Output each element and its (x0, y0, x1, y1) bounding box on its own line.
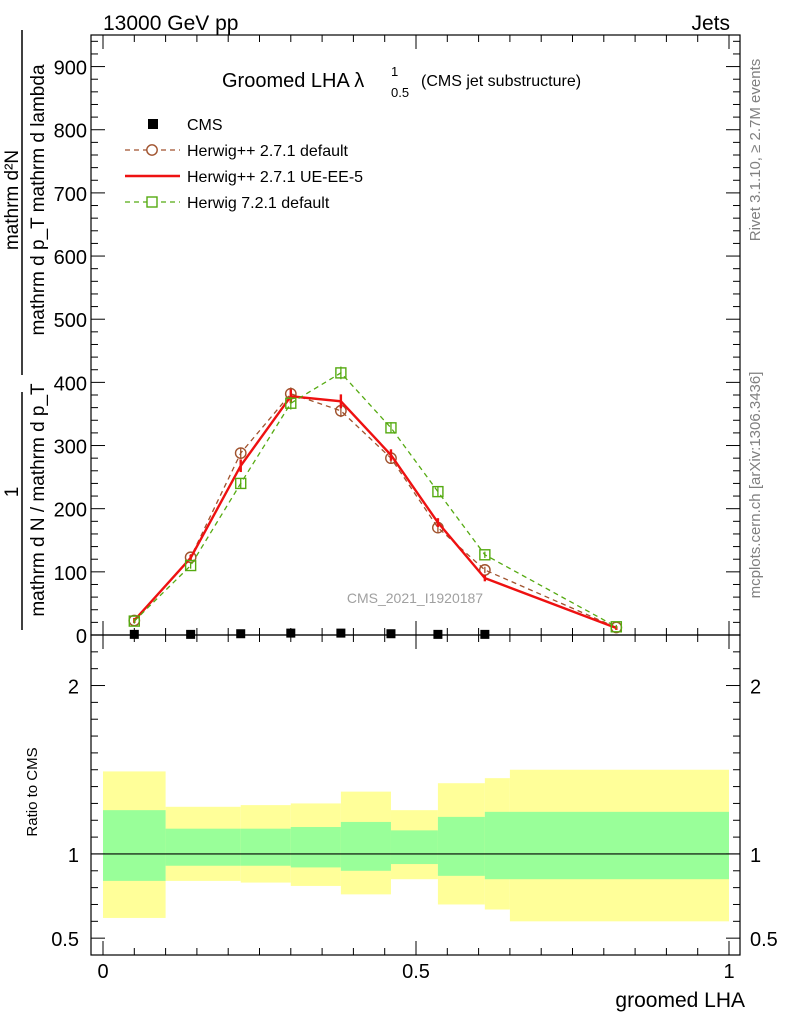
series-herwig-7-2-1-default (128, 366, 623, 633)
y-tick-label: 200 (54, 500, 87, 522)
y-tick-label: 600 (54, 247, 87, 269)
cms-data-point (336, 628, 346, 638)
x-axis-label: groomed LHA (615, 989, 745, 1012)
ratio-y-tick-label: 2 (68, 677, 79, 699)
legend-label: Herwig++ 2.7.1 UE-EE-5 (187, 169, 363, 186)
ylabel-numerator: mathrm d²N (2, 150, 23, 250)
series-line (133, 392, 617, 629)
x-tick-label: 0 (97, 961, 108, 983)
cms-data-point (186, 629, 196, 639)
inner-band-bin (340, 821, 391, 871)
y-tick-label: 400 (54, 373, 87, 395)
series-herwig-2-7-1-ue-ee-5 (133, 389, 618, 630)
square-marker (335, 367, 347, 379)
series-line (133, 372, 617, 628)
inner-band-bin (484, 811, 729, 880)
square-marker (479, 549, 491, 561)
cms-data-point (286, 628, 296, 638)
y-tick-label: 100 (54, 563, 87, 585)
inner-band-bin (290, 827, 341, 868)
inner-band-bin (103, 810, 166, 881)
ratio-y-label: Ratio to CMS (24, 747, 41, 836)
legend-label: Herwig++ 2.7.1 default (187, 143, 349, 160)
square-marker (285, 397, 297, 409)
square-marker (432, 485, 444, 498)
legend-item: Herwig 7.2.1 default (125, 195, 330, 212)
inner-band-bin (240, 828, 291, 866)
legend-marker (146, 196, 158, 208)
legend-marker (146, 144, 158, 156)
header-energy-label: 13000 GeV pp (103, 12, 238, 35)
y-tick-label: 900 (54, 58, 87, 80)
y-tick-label: 0 (76, 626, 87, 648)
legend-item: Herwig++ 2.7.1 default (125, 143, 349, 160)
cms-data-point (236, 629, 246, 639)
x-tick-label: 0.5 (402, 961, 430, 983)
title-superscript: 1 (391, 64, 398, 79)
header-jets-label: Jets (691, 12, 730, 35)
legend-item: CMS (148, 117, 223, 134)
legend-label: CMS (187, 117, 223, 134)
legend-item: Herwig++ 2.7.1 UE-EE-5 (125, 169, 363, 186)
square-marker (610, 621, 623, 633)
cms-data-point (386, 629, 396, 639)
square-marker (184, 559, 197, 572)
square-marker (385, 422, 397, 434)
legend-marker (148, 119, 158, 129)
ylabel-prefix-numerator: 1 (2, 487, 23, 498)
inner-band-bin (165, 828, 241, 866)
main-title: Groomed LHA λ 1 0.5 (CMS jet substructur… (222, 64, 581, 100)
inner-band-bin (390, 830, 438, 865)
rivet-version-label: Rivet 3.1.10, ≥ 2.7M events (747, 59, 764, 242)
y-tick-label: 300 (54, 437, 87, 459)
ratio-y-tick-label-right: 0.5 (750, 929, 778, 951)
circle-marker (234, 447, 247, 460)
title-subscript: 0.5 (391, 85, 409, 100)
ratio-panel: 0.5 0.5 1 1 2 2 0 0.5 1 (51, 634, 778, 983)
mcplots-label: mcplots.cern.ch [arXiv:1306.3436] (747, 372, 764, 599)
ylabel-denominator: mathrm d p_T mathrm d lambda (28, 64, 49, 335)
inner-band-bin (437, 816, 485, 876)
title-subtitle: (CMS jet substructure) (421, 73, 581, 90)
legend: CMS Herwig++ 2.7.1 default Herwig++ 2.7.1 … (125, 117, 363, 212)
x-tick-label: 1 (723, 961, 734, 983)
cms-data-point (129, 629, 139, 639)
y-tick-label: 700 (54, 184, 87, 206)
analysis-tag: CMS_2021_I1920187 (347, 590, 483, 606)
cms-data-point (480, 629, 490, 639)
y-tick-label: 800 (54, 121, 87, 143)
ratio-y-tick-label-right: 1 (750, 845, 761, 867)
cms-data-point (433, 629, 443, 639)
legend-label: Herwig 7.2.1 default (187, 195, 330, 212)
y-tick-label: 500 (54, 310, 87, 332)
main-y-label: 1 mathrm d N / mathrm d p_T mathrm d²N m… (2, 30, 49, 630)
title-text: Groomed LHA λ (222, 70, 364, 92)
ratio-y-tick-label-right: 2 (750, 677, 761, 699)
ratio-y-tick-label: 1 (68, 845, 79, 867)
ratio-y-tick-label: 0.5 (51, 929, 79, 951)
square-marker (235, 477, 247, 490)
square-marker (128, 615, 141, 627)
series-cms (129, 628, 490, 639)
ylabel-prefix-denominator: mathrm d N / mathrm d p_T (28, 383, 49, 617)
